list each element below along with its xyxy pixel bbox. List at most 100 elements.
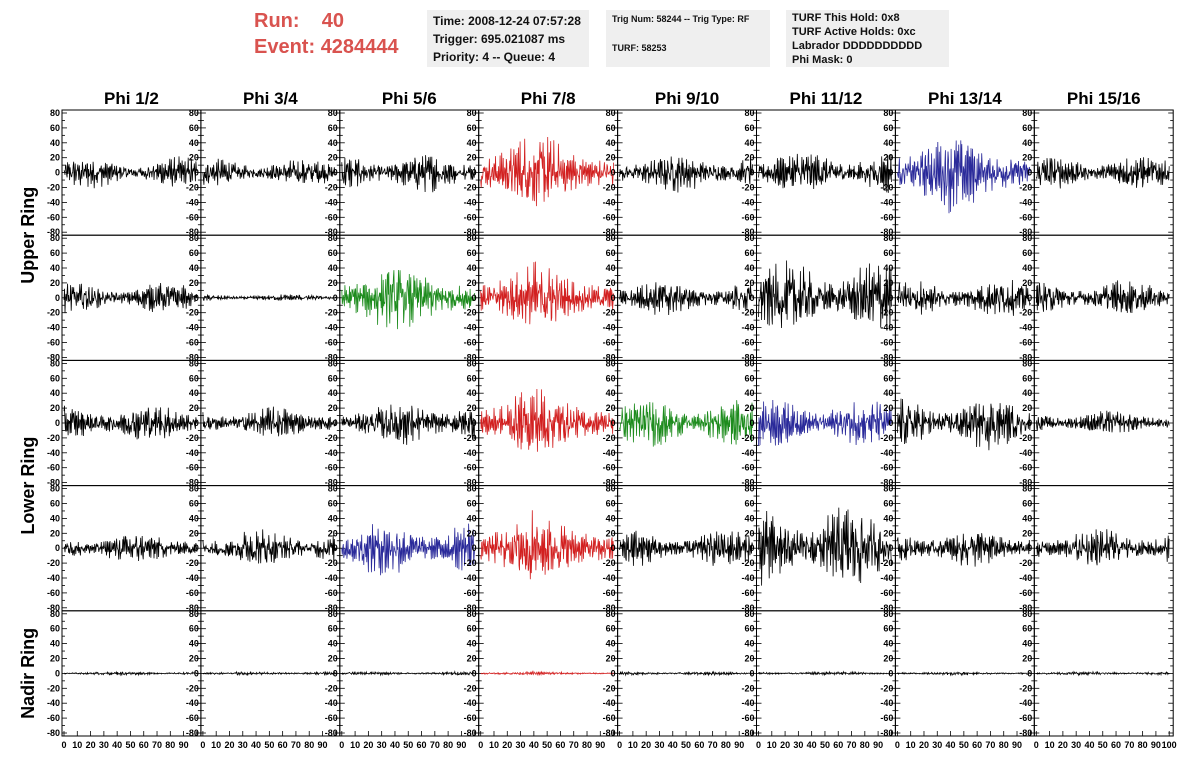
y-tick-label: -60	[741, 463, 754, 473]
y-tick-label: -20	[186, 558, 199, 568]
waveform-trace	[341, 269, 476, 330]
y-tick-label: -20	[325, 683, 338, 693]
y-tick-label: 20	[883, 528, 893, 538]
y-tick-label: -80	[47, 352, 60, 362]
turf-this-hold-text: TURF This Hold: 0x8	[792, 12, 900, 24]
waveform-trace	[619, 530, 753, 566]
x-tick-label: 90	[595, 740, 605, 750]
y-tick-label: -80	[464, 603, 477, 613]
y-tick-label: -40	[325, 698, 338, 708]
y-tick-label: -20	[741, 183, 754, 193]
y-tick-label: 80	[50, 108, 60, 118]
y-tick-label: -40	[603, 698, 616, 708]
y-tick-label: 80	[744, 358, 754, 368]
y-tick-label: -20	[880, 183, 893, 193]
y-tick-label: -20	[464, 308, 477, 318]
y-tick-label: -40	[464, 448, 477, 458]
y-tick-label: -60	[880, 338, 893, 348]
y-tick-label: 0	[194, 543, 199, 553]
x-tick-label: 40	[1084, 740, 1094, 750]
y-tick-label: 20	[328, 528, 338, 538]
y-tick-label: -20	[47, 683, 60, 693]
y-tick-label: -40	[1019, 448, 1032, 458]
waveform-trace	[758, 670, 892, 677]
y-tick-label: -40	[741, 698, 754, 708]
x-tick-label: 60	[278, 740, 288, 750]
waveform-trace	[1036, 670, 1170, 677]
x-tick-label: 90	[873, 740, 883, 750]
y-tick-label: -60	[47, 713, 60, 723]
y-tick-label: -80	[186, 352, 199, 362]
y-tick-label: 0	[55, 543, 60, 553]
waveform-trace	[341, 670, 475, 677]
y-tick-label: 80	[467, 233, 477, 243]
y-tick-label: -80	[741, 478, 754, 488]
y-tick-label: -40	[741, 323, 754, 333]
y-tick-label: 0	[749, 418, 754, 428]
y-tick-label: -60	[186, 713, 199, 723]
x-tick-label: 70	[569, 740, 579, 750]
waveform-trace	[341, 404, 476, 445]
waveform-trace	[758, 507, 892, 586]
y-tick-label: -40	[603, 573, 616, 583]
y-tick-label: 20	[467, 654, 477, 664]
y-tick-label: -80	[47, 728, 60, 738]
x-tick-label: 60	[139, 740, 149, 750]
y-tick-label: 20	[189, 654, 199, 664]
x-tick-label: 60	[417, 740, 427, 750]
x-tick-label: 10	[628, 740, 638, 750]
y-tick-label: 80	[1022, 358, 1032, 368]
x-tick-label: 40	[807, 740, 817, 750]
y-tick-label: -20	[880, 558, 893, 568]
row-title: Nadir Ring	[18, 628, 38, 719]
y-tick-label: 20	[50, 278, 60, 288]
y-tick-label: 20	[50, 153, 60, 163]
y-tick-label: 20	[1022, 403, 1032, 413]
y-tick-label: 40	[1022, 513, 1032, 523]
trigger-text: Trigger: 695.021087 ms	[433, 32, 566, 46]
x-tick-label: 0	[1034, 740, 1039, 750]
y-tick-label: -40	[880, 197, 893, 207]
y-tick-label: -40	[464, 698, 477, 708]
waveform-trace	[63, 405, 198, 440]
waveform-trace	[480, 261, 614, 325]
y-tick-label: 60	[1022, 248, 1032, 258]
x-tick-label: 0	[756, 740, 761, 750]
priority-text: Priority: 4 -- Queue: 4	[433, 50, 556, 64]
y-tick-label: -20	[47, 308, 60, 318]
y-tick-label: 20	[1022, 528, 1032, 538]
y-tick-label: 40	[467, 513, 477, 523]
y-tick-label: 40	[189, 513, 199, 523]
y-tick-label: -80	[880, 728, 893, 738]
y-tick-label: 0	[194, 668, 199, 678]
y-tick-label: 0	[611, 293, 616, 303]
y-tick-label: 20	[189, 153, 199, 163]
turf-active-holds-text: TURF Active Holds: 0xc	[792, 26, 916, 38]
waveform-trace	[758, 153, 892, 193]
y-tick-label: -20	[741, 683, 754, 693]
y-tick-label: -40	[603, 197, 616, 207]
y-tick-label: -40	[325, 573, 338, 583]
y-tick-label: 40	[883, 388, 893, 398]
y-tick-label: 40	[50, 263, 60, 273]
y-tick-label: 60	[883, 123, 893, 133]
phi-mask-text: Phi Mask: 0	[792, 54, 853, 66]
y-tick-label: 40	[744, 513, 754, 523]
y-tick-label: 0	[749, 168, 754, 178]
y-tick-label: -40	[603, 323, 616, 333]
y-tick-label: 40	[744, 639, 754, 649]
y-tick-label: -60	[603, 212, 616, 222]
y-tick-label: -60	[603, 463, 616, 473]
x-tick-label: 50	[542, 740, 552, 750]
x-tick-label: 60	[972, 740, 982, 750]
y-tick-label: 0	[55, 168, 60, 178]
y-tick-label: 60	[744, 624, 754, 634]
y-tick-label: 40	[50, 138, 60, 148]
waveform-trace	[63, 670, 198, 677]
waveform-trace	[1035, 410, 1170, 433]
x-tick-label: 90	[318, 740, 328, 750]
column-title: Phi 13/14	[928, 89, 1002, 108]
y-tick-label: -60	[603, 713, 616, 723]
waveform-trace	[619, 670, 753, 677]
y-tick-label: 40	[606, 513, 616, 523]
